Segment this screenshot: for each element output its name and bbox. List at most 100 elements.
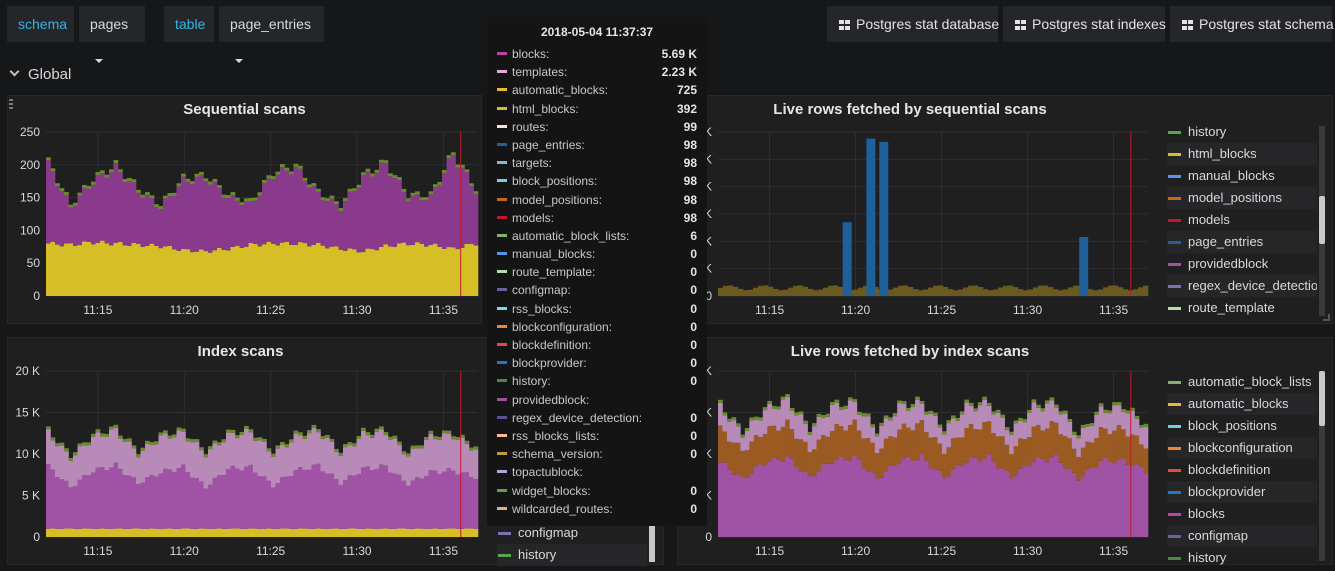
legend-item[interactable]: model_positions [1167, 187, 1317, 209]
legend-item[interactable]: block_positions [1167, 415, 1317, 437]
chart-area[interactable]: 20 K 15 K 10 K 5 K 0 11:15 11:20 11:25 11:30 11:3… [8, 338, 483, 566]
area-segment [329, 246, 335, 296]
area-segment [424, 246, 429, 296]
area-segment [280, 242, 285, 296]
area-cap [199, 447, 204, 451]
legend-item[interactable]: blockconfiguration [1167, 437, 1317, 459]
y-tick-label: K [704, 489, 712, 503]
area-segment [838, 286, 844, 296]
legend-item[interactable]: blockdefinition [1167, 459, 1317, 481]
area-segment [253, 440, 258, 473]
legend-item[interactable]: automatic_block_lists [1167, 371, 1317, 393]
area-cap [1134, 415, 1140, 419]
area-segment [1088, 289, 1094, 296]
area-segment [406, 245, 411, 296]
area-cap [253, 197, 258, 201]
area-segment [883, 418, 889, 439]
tooltip-series-value: 0 [690, 428, 697, 443]
legend-scrollbar[interactable] [649, 524, 655, 562]
area-segment [226, 528, 231, 537]
legend-item[interactable]: html_blocks [1167, 143, 1317, 165]
area-segment [963, 287, 969, 296]
scrollbar-thumb[interactable] [1319, 371, 1325, 426]
area-cap [226, 195, 231, 199]
chart-area[interactable]: 0 K0 K0 K0 K0 K0 K011:1511:2011:2511:301… [678, 96, 1153, 325]
area-segment [59, 191, 65, 247]
area-cap [906, 407, 911, 411]
area-segment [1067, 468, 1073, 537]
area-segment [181, 248, 186, 296]
area-cap [726, 418, 732, 422]
area-segment [1113, 285, 1119, 296]
area-segment [91, 529, 96, 537]
area-segment [861, 468, 867, 537]
legend-label: configmap [1188, 528, 1248, 543]
scrollbar-thumb[interactable] [1319, 196, 1325, 244]
area-segment [1040, 411, 1046, 431]
drag-handle-icon[interactable] [9, 99, 13, 109]
area-segment [789, 429, 795, 459]
area-segment [424, 200, 429, 247]
link-postgres-stat-schema[interactable]: Postgres stat schema [1170, 6, 1334, 42]
area-cap [100, 433, 105, 437]
panel-title[interactable]: Index scans [197, 343, 284, 360]
legend-item[interactable]: history [1167, 547, 1317, 566]
area-segment [1071, 472, 1077, 537]
area-segment [176, 250, 182, 296]
area-segment [771, 425, 777, 458]
area-segment [1048, 287, 1054, 296]
area-segment [469, 528, 474, 537]
legend-item[interactable]: configmap [497, 522, 647, 544]
y-tick-label: 0 [33, 289, 40, 303]
area-segment [455, 528, 461, 537]
legend-item[interactable]: configmap [1167, 525, 1317, 547]
resize-handle-icon[interactable] [1323, 314, 1330, 321]
area-segment [122, 182, 128, 246]
legend-item[interactable]: route_template [1167, 297, 1317, 319]
legend-scrollbar[interactable] [1319, 371, 1325, 561]
area-segment [262, 476, 267, 529]
area-cap [347, 188, 353, 192]
link-postgres-stat-indexes[interactable]: Postgres stat indexes [1003, 6, 1166, 42]
area-segment [455, 440, 461, 475]
row-collapse-toggle[interactable]: Global [8, 66, 71, 83]
area-segment [244, 528, 249, 537]
panel-title[interactable]: Live rows fetched by sequential scans [773, 101, 1047, 118]
area-segment [910, 460, 916, 537]
area-segment [1009, 454, 1014, 479]
legend-item[interactable]: history [1167, 121, 1317, 143]
legend-item[interactable]: automatic_blocks [1167, 393, 1317, 415]
chart-area[interactable]: 250 200 150 100 50 0 11:15 11:20 11:25 11:30 11:35 [8, 96, 483, 325]
legend-item[interactable]: blocks [1167, 503, 1317, 525]
schema-variable-select[interactable]: pages [79, 6, 145, 64]
area-cap [1121, 409, 1126, 413]
table-variable-select[interactable]: page_entries [219, 6, 324, 64]
area-segment [933, 436, 938, 470]
legend-item[interactable]: history [497, 544, 647, 566]
legend-item[interactable]: models [1167, 209, 1317, 231]
legend-item[interactable]: page_entries [1167, 231, 1317, 253]
area-cap [217, 185, 222, 189]
area-segment [86, 241, 92, 296]
legend-swatch [1168, 175, 1181, 178]
legend-item[interactable]: blockprovider [1167, 481, 1317, 503]
panel-title[interactable]: Sequential scans [183, 101, 306, 118]
area-segment [338, 455, 344, 486]
legend-item[interactable]: regex_device_detection [1167, 275, 1317, 297]
area-segment [433, 470, 438, 529]
area-cap [1040, 408, 1046, 412]
area-segment [248, 432, 254, 465]
legend-item[interactable]: providedblock [1167, 253, 1317, 275]
panel-title[interactable]: Live rows fetched by index scans [790, 343, 1030, 360]
series-swatch [497, 106, 507, 110]
area-segment [910, 407, 916, 431]
legend-scrollbar[interactable] [1319, 126, 1325, 316]
legend-item[interactable]: manual_blocks [1167, 165, 1317, 187]
link-postgres-stat-database[interactable]: Postgres stat database [827, 6, 999, 42]
area-segment [104, 177, 110, 244]
area-segment [68, 460, 74, 488]
area-segment [415, 528, 420, 537]
area-segment [59, 529, 65, 537]
area-segment [1027, 466, 1032, 537]
